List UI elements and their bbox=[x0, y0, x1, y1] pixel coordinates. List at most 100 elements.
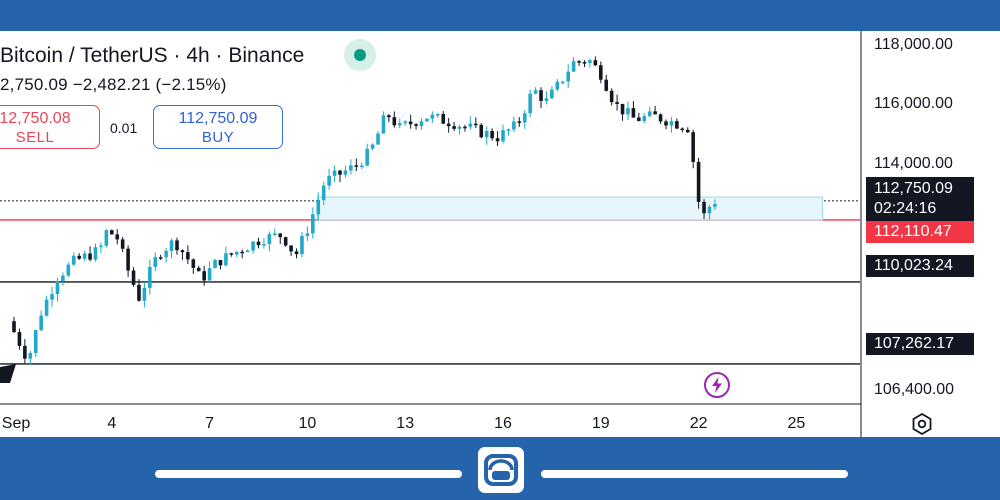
candle-body-8 bbox=[55, 281, 60, 295]
hexagon-settings-icon[interactable] bbox=[910, 412, 934, 436]
candle-body-105 bbox=[582, 62, 587, 64]
candle-body-84 bbox=[468, 123, 473, 127]
price-tick-label: 106,400.00 bbox=[874, 380, 955, 398]
candle-body-16 bbox=[99, 245, 103, 248]
candle-body-101 bbox=[560, 81, 565, 84]
time-tick-label: 22 bbox=[689, 415, 708, 432]
candle-body-68 bbox=[381, 115, 386, 134]
candle-body-81 bbox=[452, 126, 456, 129]
candle-body-41 bbox=[234, 251, 239, 255]
current-price-tag: 112,750.09 02:24:16 bbox=[866, 177, 974, 221]
candle-body-63 bbox=[354, 165, 359, 167]
candle-body-6 bbox=[44, 299, 49, 316]
candle-body-72 bbox=[403, 121, 407, 124]
candle-body-104 bbox=[577, 61, 581, 63]
candle-body-9 bbox=[61, 275, 65, 282]
candle-body-7 bbox=[50, 294, 54, 300]
right-bar bbox=[541, 470, 848, 478]
candle-body-123 bbox=[680, 128, 685, 131]
candle-body-47 bbox=[267, 234, 272, 245]
candle-body-65 bbox=[365, 148, 369, 166]
candle-body-19 bbox=[115, 234, 120, 240]
candle-body-58 bbox=[327, 175, 331, 186]
candle-body-13 bbox=[82, 253, 87, 259]
candle-body-10 bbox=[66, 264, 71, 276]
candle-body-87 bbox=[484, 130, 489, 138]
price-chart[interactable]: Bitcoin / TetherUS · 4h · Binance 2,750.… bbox=[0, 31, 1000, 437]
candle-body-99 bbox=[550, 89, 554, 99]
candle-body-34 bbox=[196, 267, 201, 272]
candle-body-85 bbox=[474, 123, 478, 126]
buy-price: 112,750.09 bbox=[178, 110, 258, 127]
candle-body-88 bbox=[490, 130, 494, 139]
lightning-icon[interactable] bbox=[703, 371, 731, 399]
candle-body-128 bbox=[707, 206, 712, 214]
candle-body-51 bbox=[289, 245, 293, 252]
candle-body-96 bbox=[533, 90, 538, 94]
buy-label: BUY bbox=[201, 129, 235, 146]
candle-body-78 bbox=[436, 114, 440, 116]
candle-body-103 bbox=[571, 61, 576, 72]
candle-body-49 bbox=[278, 233, 283, 238]
candle-body-82 bbox=[457, 126, 462, 129]
candle-body-46 bbox=[262, 244, 266, 246]
candle-body-28 bbox=[164, 250, 168, 258]
price-zone-box bbox=[316, 196, 823, 221]
candle-body-24 bbox=[142, 287, 147, 301]
candle-body-92 bbox=[512, 121, 516, 130]
symbol-title[interactable]: Bitcoin / TetherUS · 4h · Binance bbox=[0, 44, 305, 67]
candle-body-18 bbox=[110, 230, 114, 235]
candle-body-45 bbox=[256, 241, 261, 246]
chart-header: Bitcoin / TetherUS · 4h · Binance bbox=[0, 41, 304, 71]
candle-body-11 bbox=[71, 255, 76, 265]
candle-body-98 bbox=[544, 98, 549, 101]
app-logo[interactable] bbox=[478, 447, 524, 493]
candle-body-127 bbox=[702, 201, 706, 214]
candle-body-102 bbox=[566, 71, 570, 82]
candle-body-29 bbox=[169, 240, 174, 251]
time-tick-label: 10 bbox=[298, 415, 317, 432]
candle-body-56 bbox=[316, 199, 321, 215]
candle-body-69 bbox=[387, 115, 391, 118]
candle-body-108 bbox=[599, 65, 603, 80]
candlestick-chart[interactable] bbox=[0, 31, 1000, 437]
buy-button[interactable]: 112,750.09 BUY bbox=[153, 105, 283, 149]
candle-body-126 bbox=[696, 161, 701, 202]
candle-body-23 bbox=[137, 284, 141, 301]
candle-body-94 bbox=[522, 113, 527, 123]
candle-body-118 bbox=[653, 111, 657, 115]
candle-body-26 bbox=[153, 257, 158, 267]
candle-body-30 bbox=[175, 240, 179, 251]
candle-body-122 bbox=[675, 121, 679, 129]
candle-body-80 bbox=[446, 123, 451, 127]
candle-body-25 bbox=[148, 266, 152, 288]
camera-logo-icon bbox=[484, 454, 518, 486]
time-tick-label: 16 bbox=[494, 415, 512, 432]
candle-body-37 bbox=[213, 260, 217, 269]
candle-body-33 bbox=[191, 259, 196, 268]
candle-body-3 bbox=[28, 353, 33, 359]
candle-body-112 bbox=[620, 103, 625, 115]
candle-body-116 bbox=[642, 116, 647, 121]
candle-body-2 bbox=[23, 345, 27, 359]
time-tick-label: 7 bbox=[205, 415, 215, 432]
candle-body-129 bbox=[713, 203, 717, 207]
sell-label: SELL bbox=[15, 129, 55, 146]
price-change-line: 2,750.09 −2,482.21 (−2.15%) bbox=[0, 75, 227, 94]
candle-body-52 bbox=[294, 251, 299, 255]
candle-body-61 bbox=[343, 170, 348, 175]
market-status[interactable] bbox=[344, 39, 376, 71]
candle-body-40 bbox=[229, 253, 234, 255]
candle-body-107 bbox=[593, 60, 598, 66]
candle-body-95 bbox=[528, 93, 532, 114]
sell-button[interactable]: 12,750.08 SELL bbox=[0, 105, 100, 149]
candle-body-12 bbox=[77, 255, 81, 259]
candle-body-73 bbox=[408, 121, 413, 125]
candle-body-125 bbox=[691, 132, 695, 162]
candle-body-60 bbox=[338, 170, 342, 175]
candle-body-86 bbox=[479, 124, 484, 138]
candle-body-74 bbox=[414, 124, 418, 126]
candle-body-97 bbox=[539, 90, 543, 101]
price-tick-label: 114,000.00 bbox=[874, 154, 953, 172]
candle-body-54 bbox=[305, 233, 310, 236]
